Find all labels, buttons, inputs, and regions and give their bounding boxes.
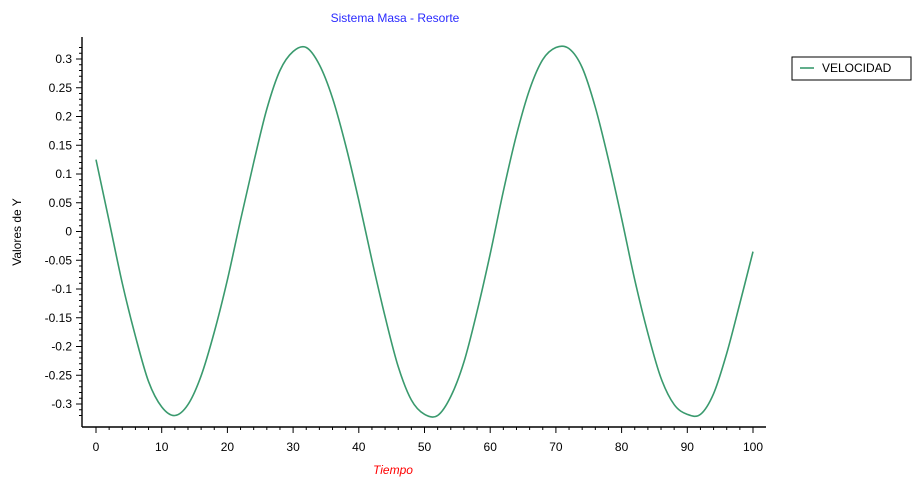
y-tick-label: -0.05 <box>45 253 73 267</box>
x-tick-label: 100 <box>743 440 763 454</box>
y-axis-label: Valores de Y <box>10 198 24 266</box>
y-tick-label: 0.2 <box>55 110 72 124</box>
x-tick-label: 90 <box>681 440 695 454</box>
x-tick-label: 80 <box>615 440 629 454</box>
y-tick-label: 0.25 <box>49 81 73 95</box>
y-tick-label: 0.1 <box>55 167 72 181</box>
y-tick-label: -0.1 <box>51 282 72 296</box>
x-tick-label: 40 <box>352 440 366 454</box>
series-line-velocidad <box>95 45 754 418</box>
x-tick-label: 30 <box>286 440 300 454</box>
x-axis-ticks: 0 10 20 30 40 50 60 70 80 90 100 <box>93 427 763 454</box>
y-tick-label: -0.25 <box>45 368 73 382</box>
x-tick-label: 10 <box>155 440 169 454</box>
y-axis-ticks: 0.3 0.25 0.2 0.15 0.1 0.05 0 -0.05 -0.1 -0.15 -0.2… <box>45 47 82 416</box>
x-tick-label: 0 <box>93 440 100 454</box>
legend-label-velocidad: VELOCIDAD <box>822 61 892 75</box>
y-tick-label: -0.15 <box>45 311 73 325</box>
y-tick-label: 0.15 <box>49 138 73 152</box>
x-tick-label: 50 <box>418 440 432 454</box>
y-tick-label: -0.3 <box>51 397 72 411</box>
legend: VELOCIDAD <box>791 56 912 81</box>
y-tick-label: 0 <box>65 225 72 239</box>
x-tick-label: 60 <box>484 440 498 454</box>
y-tick-label: 0.05 <box>49 196 73 210</box>
x-axis-label: Tiempo <box>373 463 413 477</box>
y-tick-label: -0.2 <box>51 340 72 354</box>
x-tick-label: 20 <box>221 440 235 454</box>
legend-box <box>791 56 912 81</box>
chart-title: Sistema Masa - Resorte <box>331 11 460 25</box>
y-tick-label: 0.3 <box>55 52 72 66</box>
x-tick-label: 70 <box>549 440 563 454</box>
